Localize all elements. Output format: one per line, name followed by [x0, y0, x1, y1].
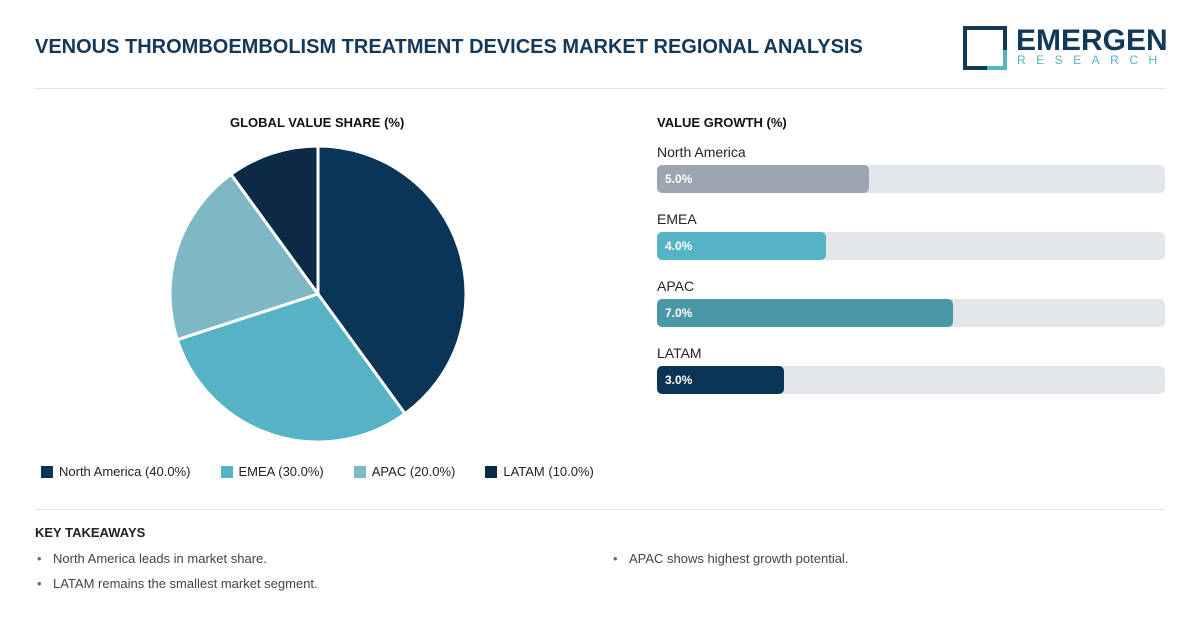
bar-category: EMEA [657, 211, 697, 227]
legend-swatch [41, 465, 53, 478]
bar-title: VALUE GROWTH (%) [657, 115, 787, 130]
logo-square-icon [963, 26, 1007, 70]
takeaways-left: North America leads in market share. LAT… [35, 551, 318, 601]
legend-label: APAC (20.0%) [371, 464, 456, 479]
legend-swatch [485, 465, 498, 478]
bar-category: APAC [657, 278, 695, 294]
bar-track: 7.0% [657, 299, 1165, 327]
bar-category: LATAM [657, 345, 702, 361]
bar-row: EMEA 4.0% [657, 211, 1165, 278]
legend-item: North America (40.0%) [41, 464, 191, 479]
page-title: VENOUS THROMBOEMBOLISM TREATMENT DEVICES… [35, 36, 863, 58]
pie-slice-apac [168, 172, 321, 342]
emergen-logo: EMERGEN RESEARCH [963, 24, 1168, 72]
divider [35, 88, 1165, 89]
bar-chart: North America 5.0% EMEA 4.0% APAC 7.0% LATA… [657, 144, 1165, 412]
takeaways-right: APAC shows highest growth potential. [611, 551, 848, 576]
bar-track: 5.0% [657, 165, 1165, 193]
divider [35, 509, 1165, 510]
legend-label: LATAM (10.0%) [503, 464, 594, 479]
bar: 7.0% [657, 299, 954, 327]
bar-track: 3.0% [657, 366, 1165, 394]
pie-slice-emea [175, 292, 408, 444]
legend-swatch [220, 465, 233, 478]
bar: 5.0% [657, 165, 869, 193]
legend-item: LATAM (10.0%) [485, 464, 594, 479]
logo-sub: RESEARCH [1017, 53, 1168, 67]
pie-title: GLOBAL VALUE SHARE (%) [230, 115, 405, 130]
takeaway-item: North America leads in market share. [35, 551, 318, 566]
takeaways-title: KEY TAKEAWAYS [35, 525, 146, 540]
takeaway-item: LATAM remains the smallest market segmen… [35, 576, 318, 591]
bar-row: LATAM 3.0% [657, 345, 1165, 412]
bar: 4.0% [657, 232, 827, 260]
legend-item: APAC (20.0%) [353, 464, 456, 479]
pie-slice-latam [228, 144, 320, 299]
bar: 3.0% [657, 366, 784, 394]
legend-swatch [353, 465, 366, 478]
logo-name: EMERGEN [1016, 24, 1168, 57]
bar-row: North America 5.0% [657, 144, 1165, 211]
bar-row: APAC 7.0% [657, 278, 1165, 345]
legend-label: North America (40.0%) [59, 464, 191, 479]
takeaway-item: APAC shows highest growth potential. [611, 551, 848, 566]
legend-label: EMEA (30.0%) [238, 464, 324, 479]
bar-category: North America [657, 144, 746, 160]
pie-legend: North America (40.0%) EMEA (30.0%) APAC (2… [41, 464, 624, 479]
legend-item: EMEA (30.0%) [220, 464, 324, 479]
pie-slice-north-america [316, 144, 468, 416]
pie-chart [168, 144, 468, 444]
bar-track: 4.0% [657, 232, 1165, 260]
